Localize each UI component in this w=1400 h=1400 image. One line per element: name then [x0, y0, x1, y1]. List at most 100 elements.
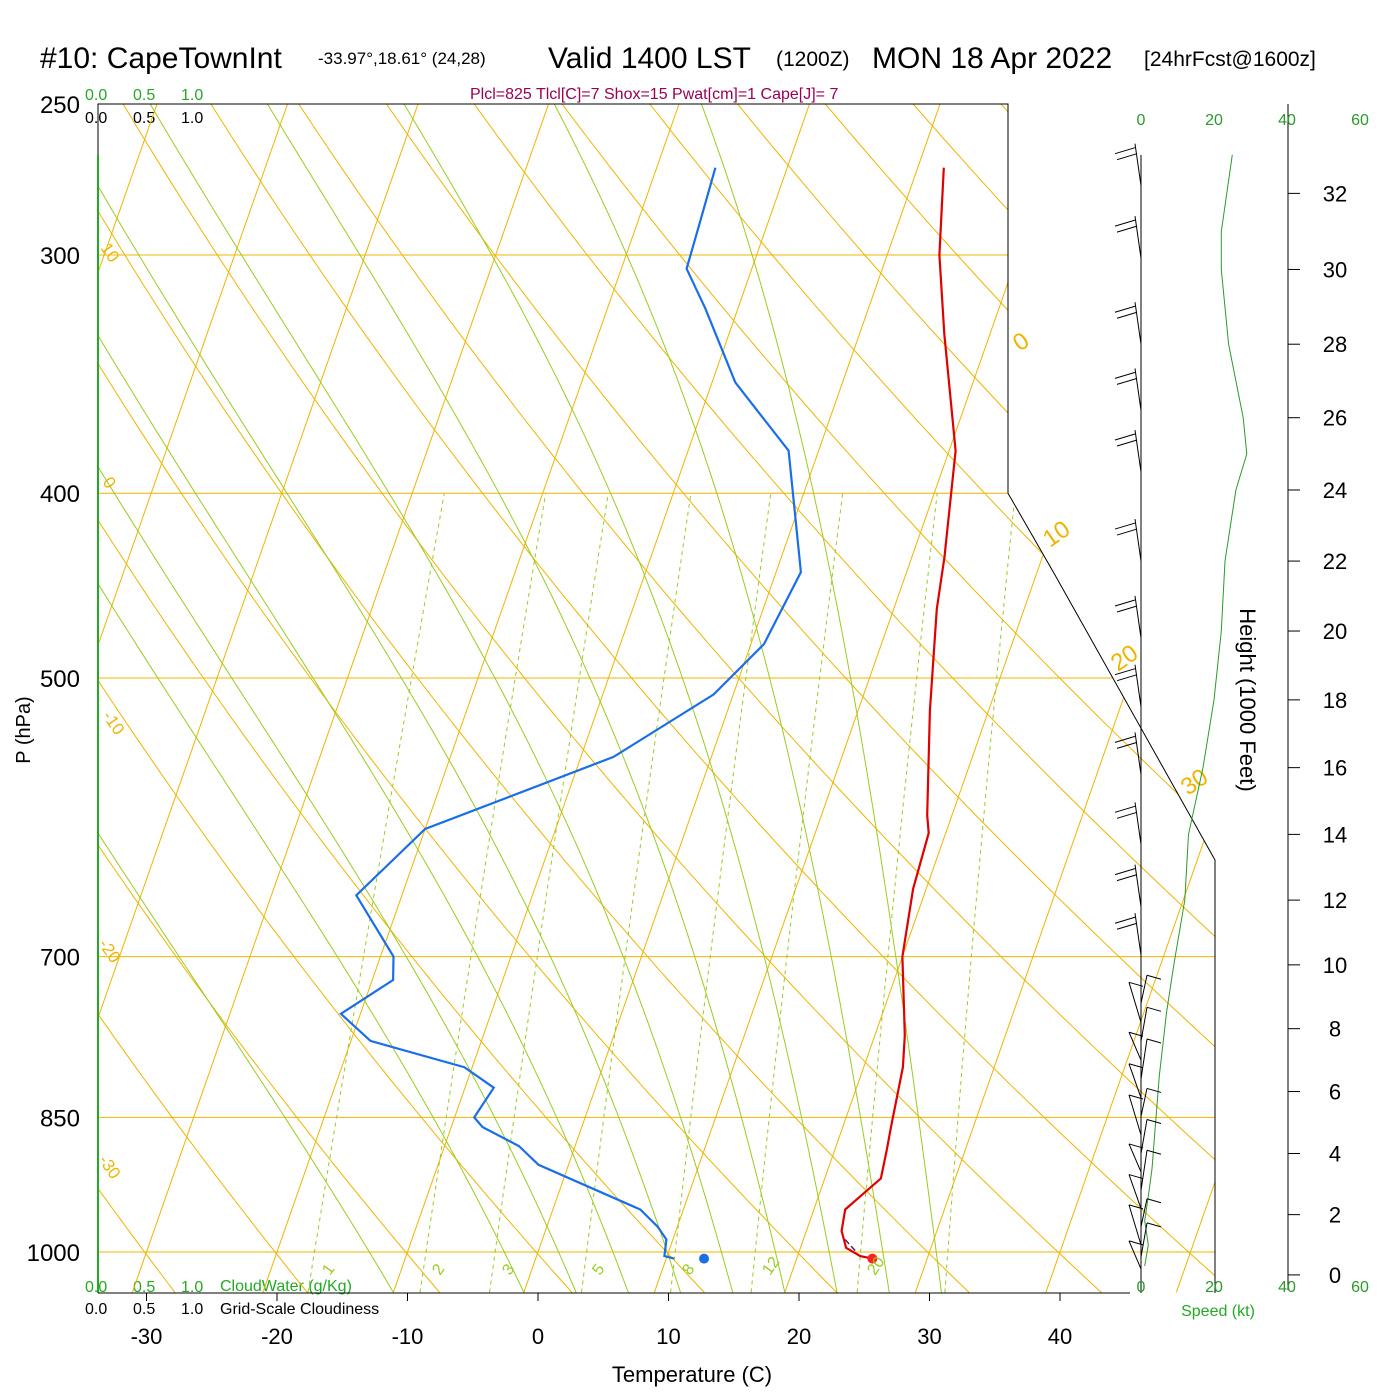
wind-barb-staff — [1134, 913, 1142, 956]
wind-barb-flag — [1114, 916, 1136, 924]
forecast-label: [24hrFcst@1600z] — [1144, 48, 1316, 71]
wind-barb-flag — [1116, 311, 1138, 319]
wind-barb-flag — [1128, 981, 1144, 987]
wind-barb-staff — [1134, 216, 1142, 259]
wind-barb-flag — [1146, 1198, 1162, 1204]
height-tick-label: 0 — [1329, 1263, 1341, 1288]
moist-adiabat-line — [98, 104, 577, 1293]
x-tick-label: 20 — [787, 1324, 811, 1349]
valid-time: Valid 1400 LST — [548, 42, 751, 75]
mixing-ratio-label: 5 — [589, 1261, 608, 1278]
dry-adiabat-line — [98, 104, 440, 1293]
isotherm-line — [1307, 104, 1400, 1292]
x-axis-title: Temperature (C) — [612, 1362, 772, 1387]
dry-adiabat-line — [98, 104, 573, 1293]
height-tick-label: 4 — [1329, 1142, 1341, 1167]
dry-adiabat-line — [98, 104, 837, 1293]
wind-barb-staff — [1134, 664, 1142, 707]
dewpoint-profile — [339, 167, 803, 1260]
height-tick-label: 16 — [1323, 756, 1347, 781]
valid-date: MON 18 Apr 2022 — [872, 42, 1112, 75]
wind-barb-staff — [1128, 1032, 1142, 1061]
x-tick-label: 30 — [917, 1324, 941, 1349]
surface-temperature-marker — [867, 1253, 878, 1264]
cloudiness-label: Grid-Scale Cloudiness — [220, 1301, 379, 1318]
speed-tick-label: 0 — [1137, 112, 1146, 129]
plot-border — [97, 103, 1216, 1293]
wind-barb-flag — [1116, 674, 1138, 682]
wind-barb-flag — [1128, 1174, 1144, 1180]
x-tick-label: 40 — [1048, 1324, 1072, 1349]
wind-barb-staff — [1128, 1143, 1142, 1173]
height-tick-label: 32 — [1323, 181, 1347, 206]
speed-tick-label: 40 — [1278, 1279, 1296, 1296]
wind-barb-staff — [1128, 1240, 1142, 1270]
wind-barb-staff — [1140, 1150, 1148, 1191]
moist-adiabat-line — [98, 104, 525, 1293]
height-tick-label: 2 — [1329, 1203, 1341, 1228]
mixing-ratio-label: 8 — [679, 1261, 698, 1278]
cloud-tick-label: 0.5 — [133, 87, 155, 104]
wind-barb-staff — [1128, 1094, 1142, 1136]
speed-tick-label: 20 — [1205, 112, 1223, 129]
height-tick-label: 14 — [1323, 822, 1347, 847]
cloud-top-ticks-green: 0.0 0.5 1.0 — [85, 87, 203, 104]
wind-barb-staff — [1134, 302, 1142, 345]
height-tick-label: 26 — [1323, 406, 1347, 431]
wind-barb-staff — [1140, 975, 1148, 1004]
chart-grid — [98, 104, 1400, 1293]
mixing-ratio-line — [856, 493, 938, 1293]
wind-barb-staff — [1134, 368, 1142, 411]
isotherm-line — [1045, 104, 1215, 1293]
wind-barb-flag — [1128, 1031, 1144, 1037]
wind-barb-flag — [1128, 1063, 1144, 1069]
wind-barb-flag — [1114, 371, 1136, 379]
mixing-ratio-line — [750, 493, 844, 1293]
wind-barb-staff — [1140, 1007, 1148, 1042]
height-tick-label: 8 — [1329, 1017, 1341, 1042]
wind-barb-staff — [1134, 864, 1142, 907]
adiabat-label: -10 — [99, 707, 129, 738]
wind-barb-flag — [1114, 522, 1136, 530]
wind-barb-staff — [1140, 1088, 1148, 1117]
cloud-bottom-ticks-green: 0.0 0.5 1.0 CloudWater (g/Kg) — [85, 1278, 352, 1296]
height-tick-label: 18 — [1323, 688, 1347, 713]
moist-adiabat-line — [149, 104, 734, 1293]
wind-barb-staff — [1128, 1204, 1142, 1246]
pressure-tick-label: 250 — [40, 92, 80, 119]
wind-barb-flag — [1146, 1149, 1162, 1155]
isotherm-line — [131, 104, 549, 1293]
moist-adiabat-line — [98, 104, 681, 1293]
wind-barb-flag — [1116, 439, 1138, 447]
isotherm-line — [98, 104, 288, 1293]
adiabat-label: 0 — [1008, 327, 1034, 357]
isotherm-line — [523, 104, 941, 1293]
wind-barb-flag — [1146, 1222, 1162, 1228]
dry-adiabat-line — [1352, 104, 1400, 1292]
wind-barb-flag — [1114, 668, 1136, 676]
moist-adiabat-line — [266, 104, 786, 1293]
wind-barb-flag — [1116, 741, 1138, 749]
wind-barb-flag — [1146, 974, 1162, 980]
wind-barb-staff — [1128, 982, 1142, 1023]
wind-barb-flag — [1114, 599, 1136, 607]
chart-axes: 1 2 3 5 8 12 20100-10-20-300102030250300400500… — [27, 92, 1348, 1349]
dry-adiabat-line — [298, 104, 1215, 1293]
height-tick-label: 12 — [1323, 888, 1347, 913]
mixing-ratio-line — [670, 493, 772, 1293]
wind-barb-flag — [1114, 147, 1136, 155]
mixing-ratio-line — [581, 493, 692, 1293]
dry-adiabat-line — [386, 104, 1215, 1293]
wind-barb-staff — [1134, 429, 1142, 473]
x-tick-label: 0 — [532, 1324, 544, 1349]
dry-adiabat-line — [210, 104, 1215, 1293]
wind-barb-staff — [1134, 143, 1142, 186]
height-tick-label: 6 — [1329, 1080, 1341, 1105]
height-tick-label: 10 — [1323, 953, 1347, 978]
sounding-params: Plcl=825 Tlcl[C]=7 Shox=15 Pwat[cm]=1 Ca… — [470, 86, 838, 103]
cloud-tick-label: 1.0 — [181, 1279, 203, 1296]
dry-adiabat-line — [649, 104, 1215, 1293]
wind-barb-flag — [1114, 868, 1136, 876]
isotherm-line — [98, 104, 419, 1293]
